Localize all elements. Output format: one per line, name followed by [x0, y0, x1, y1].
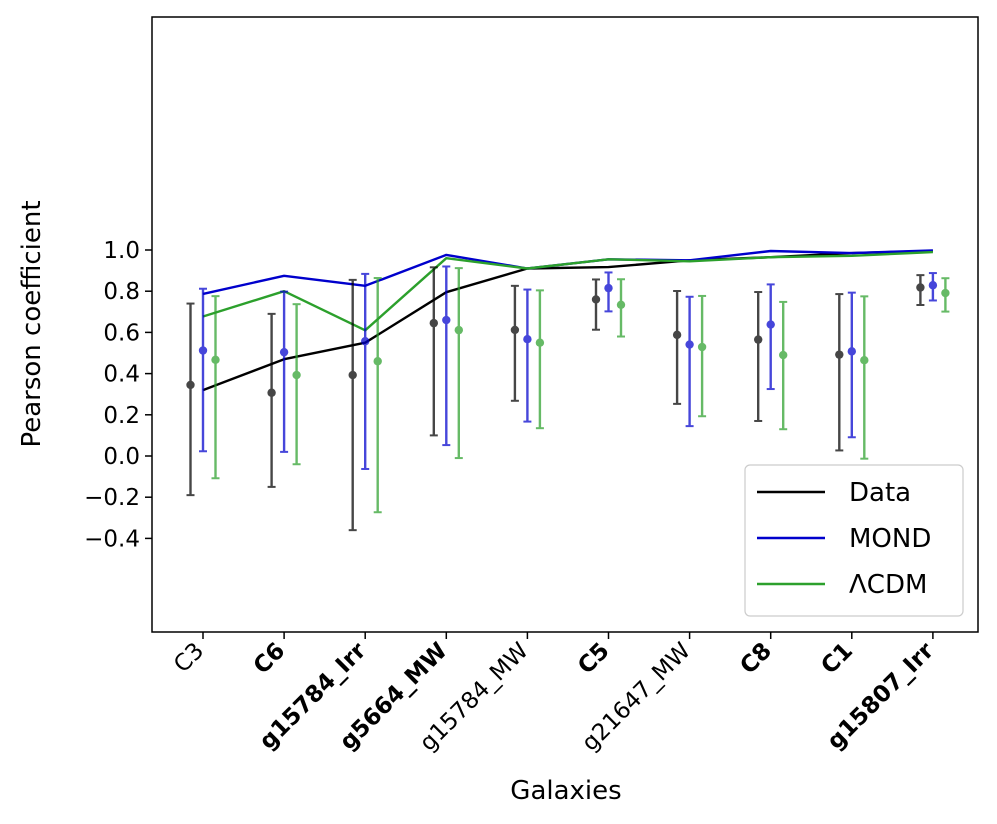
y-tick-label: 0.0 [103, 444, 140, 470]
series-data [202, 249, 933, 392]
point-data [348, 370, 357, 380]
point-mond [523, 334, 532, 344]
point-data [916, 283, 925, 292]
legend: Data MOND ΛCDM [744, 464, 964, 617]
point-mond [928, 281, 938, 290]
point-data [754, 335, 763, 344]
point-lcdm [779, 350, 788, 360]
point-lcdm [535, 338, 545, 347]
point-lcdm [616, 300, 626, 309]
point-data [591, 295, 601, 304]
y-tick-label: 0.6 [103, 320, 140, 346]
point-lcdm [211, 355, 220, 364]
legend-label-data: Data [849, 478, 911, 508]
errorbars-mond [198, 265, 938, 470]
point-mond [442, 315, 451, 325]
point-mond [604, 283, 613, 293]
legend-label-lcdm: ΛCDM [849, 570, 927, 600]
legend-label-mond: MOND [849, 524, 931, 554]
point-mond [279, 347, 289, 357]
point-mond [361, 337, 370, 346]
y-axis-title: Pearson coefficient [17, 200, 47, 447]
point-data [835, 350, 844, 359]
legend-box [744, 464, 964, 617]
x-tick-label: C8 [735, 638, 777, 680]
y-tick-label: 0.4 [103, 362, 140, 388]
line-lcdm [202, 250, 933, 332]
y-tick-label: −0.2 [84, 485, 140, 511]
x-tick-label: C1 [816, 638, 858, 680]
point-lcdm [454, 325, 463, 335]
y-tick-label: 1.0 [103, 238, 140, 264]
x-tick-label: C3 [169, 638, 209, 678]
point-mond [685, 340, 694, 349]
point-data [267, 388, 276, 397]
point-data [510, 325, 520, 335]
y-tick-label: 0.8 [103, 279, 140, 305]
point-mond [847, 347, 856, 356]
point-data [672, 330, 682, 340]
point-lcdm [373, 357, 382, 366]
x-tick-label: C5 [573, 638, 615, 680]
line-data [202, 249, 933, 392]
errorbars-data [186, 266, 925, 532]
point-mond [766, 320, 775, 329]
series-lcdm [202, 250, 933, 332]
y-tick-label: 0.2 [103, 403, 140, 429]
point-lcdm [292, 370, 301, 380]
point-lcdm [697, 342, 707, 352]
errorbars-lcdm [211, 267, 950, 514]
x-axis-title: Galaxies [510, 776, 621, 806]
y-axis: −0.4 −0.2 0.0 0.2 0.4 0.6 0.8 1.0 [84, 238, 152, 552]
point-mond [198, 346, 208, 355]
plot-frame [151, 16, 979, 633]
point-lcdm [941, 288, 950, 298]
x-tick-label: C6 [249, 638, 291, 680]
point-data [186, 380, 195, 390]
point-lcdm [860, 356, 869, 365]
y-tick-label: −0.4 [84, 526, 140, 552]
series-layer [186, 249, 950, 532]
point-data [429, 318, 438, 328]
